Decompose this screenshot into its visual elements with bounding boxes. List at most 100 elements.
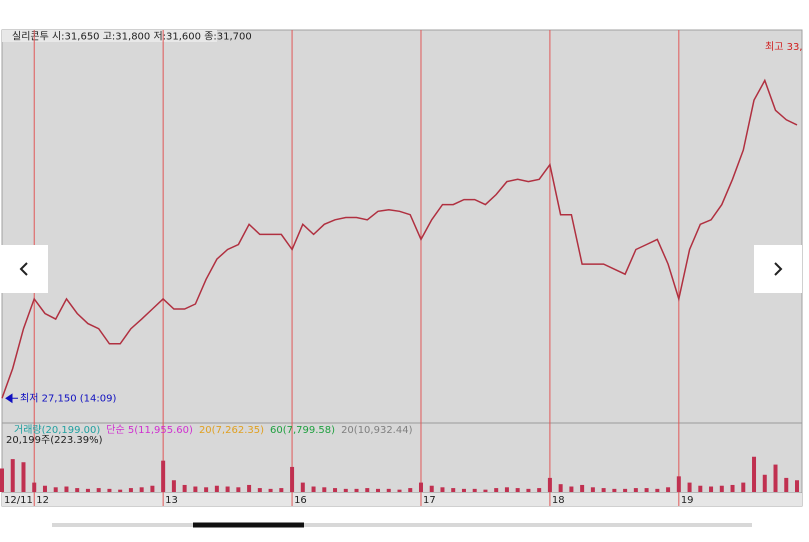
volume-bar	[107, 488, 112, 492]
volume-bar	[75, 488, 80, 492]
volume-bar	[472, 488, 477, 492]
volume-legend: 단순 5(11,955.60)	[106, 424, 193, 436]
volume-bar	[440, 487, 445, 492]
volume-bar	[311, 486, 316, 492]
x-tick-label: 19	[681, 495, 694, 506]
volume-bar	[128, 488, 133, 492]
volume-bar	[580, 484, 585, 492]
volume-bar	[354, 488, 359, 492]
volume-bar	[719, 485, 724, 492]
volume-bar	[247, 484, 252, 492]
volume-bar	[386, 488, 391, 492]
volume-bar	[537, 488, 542, 492]
volume-bar	[676, 476, 681, 492]
volume-bar	[214, 485, 219, 492]
volume-bar	[365, 488, 370, 492]
x-tick-label: 18	[552, 495, 565, 506]
low-label: 최저 27,150 (14:09)	[20, 392, 116, 404]
volume-bar	[290, 466, 295, 492]
volume-bar	[10, 459, 15, 492]
x-tick-label: 13	[165, 495, 178, 506]
volume-bar	[698, 485, 703, 492]
volume-bar	[644, 488, 649, 492]
x-tick-label: 12	[36, 495, 49, 506]
volume-note: 20,199주(223.39%)	[6, 435, 103, 446]
volume-bar	[773, 464, 778, 492]
volume-bar	[376, 488, 381, 492]
volume-legend: 20(10,932.44)	[341, 425, 413, 436]
volume-bar	[795, 480, 799, 492]
volume-bar	[257, 488, 262, 492]
volume-bar	[322, 487, 327, 492]
x-axis-strip	[2, 493, 802, 506]
x-tick-label: 16	[294, 495, 307, 506]
volume-bar	[451, 488, 456, 492]
volume-legend: 거래량(20,199.00)	[14, 424, 100, 436]
x-tick-label: 17	[423, 495, 436, 506]
volume-bar	[236, 487, 241, 492]
next-button[interactable]	[754, 245, 802, 293]
volume-legend: 60(7,799.58)	[270, 425, 335, 436]
next-icon	[774, 262, 783, 276]
volume-bar	[612, 488, 617, 492]
chart-title: 실리콘투 시:31,650 고:31,800 저:31,600 종:31,700	[12, 31, 252, 43]
volume-bar	[709, 486, 714, 492]
volume-bar	[343, 488, 348, 492]
volume-bar	[655, 488, 660, 492]
volume-bar	[161, 460, 166, 492]
volume-bar	[547, 477, 552, 492]
volume-bar	[762, 474, 767, 492]
prev-icon	[19, 262, 28, 276]
volume-bar	[182, 484, 187, 492]
volume-bar	[171, 480, 176, 492]
volume-legend: 20(7,262.35)	[199, 425, 264, 436]
volume-bar	[53, 487, 58, 492]
volume-bar	[21, 462, 26, 492]
volume-bar	[504, 487, 509, 492]
x-tick-label: 12/11	[4, 495, 33, 506]
volume-bar	[730, 484, 735, 492]
volume-bar	[225, 486, 230, 492]
volume-bar	[139, 487, 144, 492]
volume-bar	[494, 488, 499, 492]
volume-bar	[150, 485, 155, 492]
volume-bar	[526, 488, 531, 492]
volume-bar	[461, 488, 466, 492]
volume-bar	[64, 486, 69, 492]
volume-bar	[418, 482, 423, 492]
prev-button[interactable]	[0, 245, 48, 293]
volume-bar	[741, 482, 746, 492]
volume-bar	[268, 488, 273, 492]
volume-bar	[193, 486, 198, 492]
volume-bar	[204, 487, 209, 492]
volume-bar	[569, 486, 574, 492]
volume-bar	[429, 485, 434, 492]
volume-bar	[633, 488, 638, 492]
volume-bar	[687, 482, 692, 492]
volume-bar	[300, 482, 305, 492]
volume-bar	[279, 488, 284, 492]
volume-bar	[752, 456, 757, 492]
volume-bar	[666, 487, 671, 492]
volume-bar	[85, 488, 90, 492]
volume-bar	[408, 488, 413, 492]
volume-bar	[333, 488, 338, 492]
high-label-group: 최고 33,0	[765, 41, 809, 53]
low-arrow	[5, 393, 18, 404]
volume-bar	[601, 488, 606, 492]
volume-bar	[623, 488, 628, 492]
price-line	[1, 78, 798, 399]
volume-bar	[558, 484, 563, 492]
volume-bar	[0, 468, 4, 492]
volume-bar	[96, 488, 101, 492]
volume-bar	[32, 482, 37, 492]
volume-bar	[590, 487, 595, 492]
volume-bar	[397, 489, 402, 492]
volume-bar	[515, 488, 520, 492]
volume-bar	[784, 477, 789, 492]
volume-bar	[42, 485, 47, 492]
volume-bar	[483, 489, 488, 492]
high-label: 최고 33,0	[765, 41, 809, 53]
